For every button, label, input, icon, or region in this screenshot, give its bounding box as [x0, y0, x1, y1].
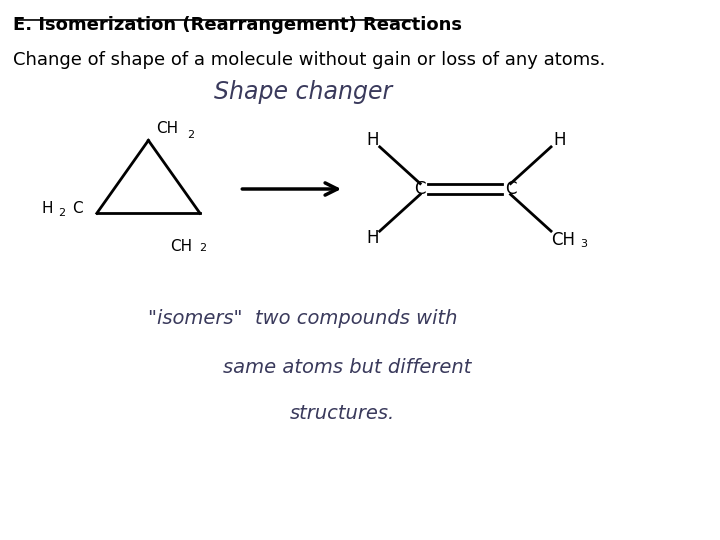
- Text: H: H: [554, 131, 566, 150]
- Text: 3: 3: [580, 239, 587, 249]
- Text: CH: CH: [170, 239, 192, 254]
- Text: structures.: structures.: [290, 403, 395, 423]
- Text: C: C: [414, 180, 426, 198]
- Text: CH: CH: [156, 121, 179, 136]
- Text: H: H: [366, 131, 379, 150]
- Text: H: H: [366, 228, 379, 247]
- Text: "isomers"  two compounds with: "isomers" two compounds with: [148, 309, 458, 328]
- Text: E. Isomerization (Rearrangement) Reactions: E. Isomerization (Rearrangement) Reactio…: [14, 16, 462, 34]
- Text: C: C: [72, 201, 83, 217]
- Text: 2: 2: [58, 208, 66, 218]
- Text: Change of shape of a molecule without gain or loss of any atoms.: Change of shape of a molecule without ga…: [14, 51, 606, 69]
- Text: CH: CH: [551, 231, 575, 249]
- Text: same atoms but different: same atoms but different: [222, 357, 471, 377]
- Text: 2: 2: [186, 130, 194, 140]
- Text: H: H: [42, 201, 53, 217]
- Text: C: C: [505, 180, 517, 198]
- Text: 2: 2: [199, 243, 206, 253]
- Text: Shape changer: Shape changer: [215, 80, 392, 104]
